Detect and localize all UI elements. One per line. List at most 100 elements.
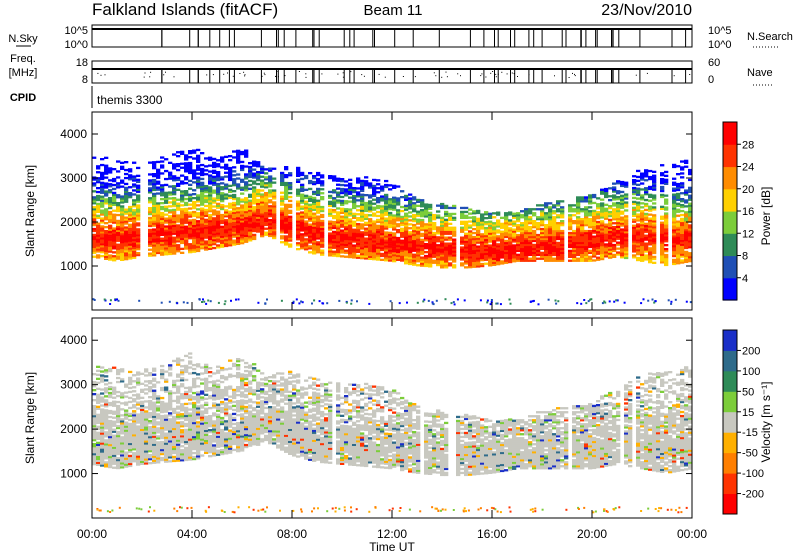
range-cell [424,258,429,262]
range-cell [228,216,233,219]
range-cell [676,204,681,207]
range-cell [152,208,157,211]
range-cell [256,202,261,205]
range-cell [524,251,529,254]
range-cell [472,251,477,254]
range-cell [236,215,241,218]
range-cell [372,244,377,247]
range-cell [508,235,513,238]
range-cell [100,181,105,184]
range-cell [368,222,373,225]
range-cell [580,259,585,262]
range-cell [248,233,253,236]
range-cell [216,182,221,186]
range-cell [524,259,529,262]
range-cell [640,233,645,237]
range-cell [120,440,125,443]
range-cell [200,201,205,204]
range-cell [176,248,181,251]
range-cell [208,200,213,203]
range-cell [320,253,325,256]
range-cell [228,172,233,176]
range-cell [236,197,241,200]
range-cell [424,247,429,250]
range-cell [640,174,645,177]
range-cell [612,204,617,207]
range-cell [352,230,357,233]
range-cell [616,201,621,205]
ground-scatter-cell [230,299,232,302]
range-cell [460,206,465,210]
range-cell [204,244,209,247]
range-cell [148,232,153,235]
range-cell [200,247,205,250]
range-cell [172,214,177,218]
range-cell [176,155,181,158]
range-cell [328,248,333,251]
range-cell [100,205,105,208]
range-cell [624,235,629,238]
range-cell [460,212,465,216]
range-cell [220,178,225,181]
range-cell [672,262,677,266]
range-cell [528,245,533,249]
range-cell [688,246,693,249]
range-cell [196,212,201,215]
range-cell [388,245,393,248]
range-cell [200,183,205,186]
range-cell [264,168,269,171]
range-cell [620,196,625,199]
range-cell [184,158,189,161]
ground-scatter-cell [532,299,535,302]
range-cell [288,186,293,189]
range-cell [108,415,113,419]
range-cell [684,258,689,261]
range-cell [440,266,445,269]
range-cell [664,214,669,217]
range-cell [352,202,357,206]
range-cell [176,178,181,182]
colorbar-tick-label: 28 [742,139,754,151]
range-cell [92,156,97,159]
range-cell [372,192,377,195]
range-cell [604,239,609,242]
range-cell [552,216,557,219]
range-cell [244,216,249,220]
range-cell [96,181,101,184]
range-cell [156,212,161,215]
range-cell [244,165,249,168]
range-cell [508,241,513,244]
range-cell [116,376,121,380]
range-cell [112,193,117,197]
range-cell [688,254,693,257]
range-cell [152,232,157,235]
range-cell [520,216,525,219]
range-cell [380,225,385,228]
range-cell [96,421,101,424]
range-cell [548,233,553,237]
range-cell [160,247,165,250]
range-cell [340,207,345,210]
range-cell [568,259,573,262]
range-cell [364,255,369,258]
nave-point [243,71,245,73]
range-cell [124,208,129,211]
range-cell [548,235,553,239]
range-cell [344,239,349,242]
range-cell [392,234,397,237]
range-cell [96,202,101,206]
range-cell [108,457,113,461]
range-cell [688,242,693,245]
range-cell [92,235,97,239]
range-cell [576,227,581,231]
range-cell [636,209,641,212]
range-cell [480,237,485,240]
range-cell [96,393,101,396]
range-cell [224,229,229,232]
range-cell [108,191,113,194]
range-cell [500,232,505,235]
range-cell [644,191,649,194]
range-cell [116,408,121,412]
range-cell [556,257,561,260]
range-cell [384,221,389,224]
